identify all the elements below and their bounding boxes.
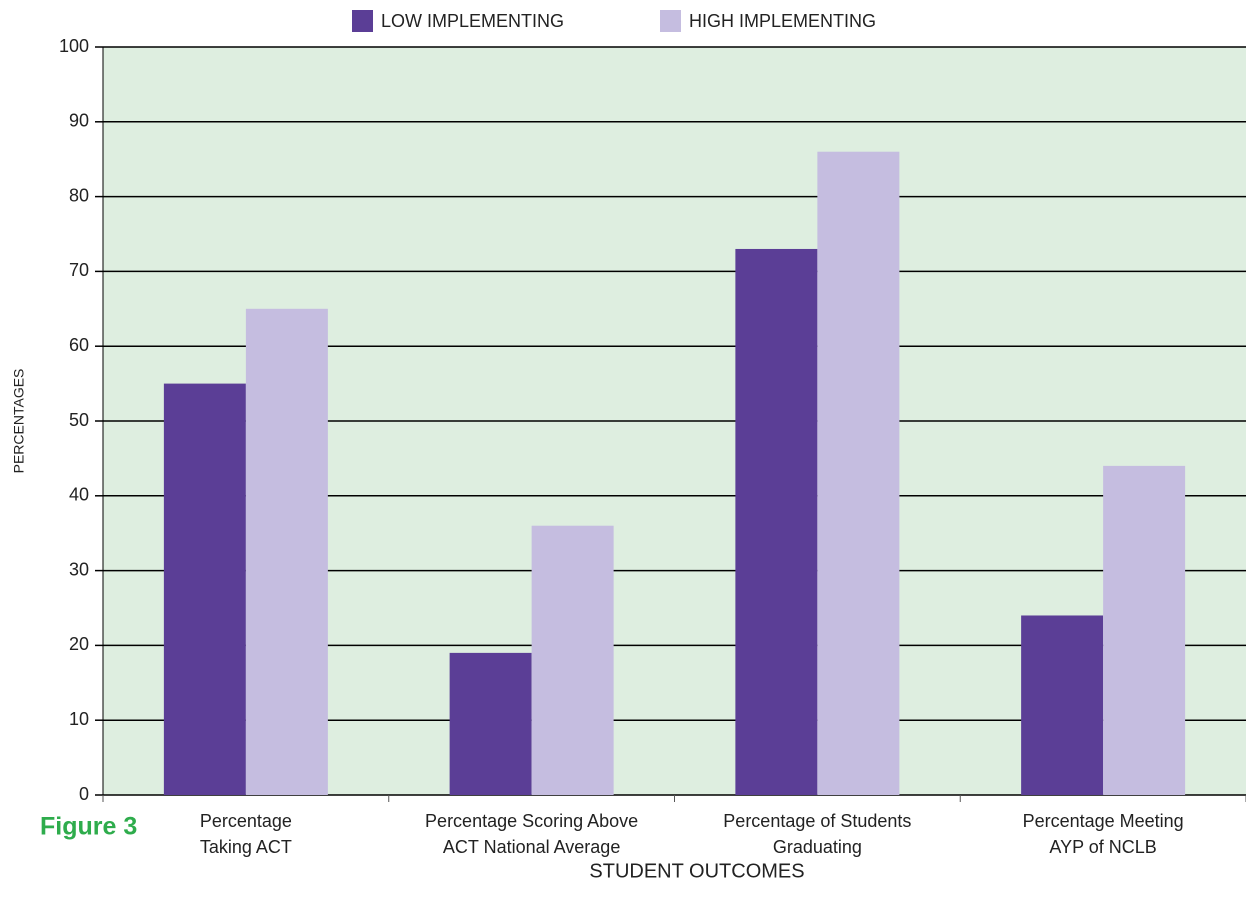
- y-tick-label: 50: [69, 410, 89, 430]
- x-tick-label: ACT National Average: [443, 837, 620, 857]
- x-axis-title: STUDENT OUTCOMES: [589, 860, 804, 882]
- bar: [449, 652, 532, 795]
- x-tick-label: Taking ACT: [200, 837, 292, 857]
- bar: [735, 248, 818, 795]
- y-tick-label: 80: [69, 185, 89, 205]
- x-tick-label: Percentage of Students: [723, 811, 911, 831]
- y-tick-label: 100: [59, 36, 89, 56]
- bar: [1021, 615, 1104, 795]
- x-tick-label: Percentage: [200, 811, 292, 831]
- y-tick-label: 70: [69, 260, 89, 280]
- y-tick-label: 10: [69, 709, 89, 729]
- figure-label: Figure 3: [40, 813, 137, 841]
- x-tick-label: AYP of NCLB: [1049, 837, 1156, 857]
- y-axis-title: PERCENTAGES: [11, 369, 27, 474]
- y-tick-label: 0: [79, 784, 89, 804]
- legend-swatch: [660, 10, 681, 32]
- legend-label: HIGH IMPLEMENTING: [689, 11, 876, 31]
- bar: [163, 383, 246, 795]
- y-tick-label: 30: [69, 559, 89, 579]
- y-tick-label: 20: [69, 634, 89, 654]
- x-tick-label: Graduating: [773, 837, 862, 857]
- bar: [531, 525, 614, 795]
- x-tick-label: Percentage Scoring Above: [425, 811, 638, 831]
- bar: [245, 308, 328, 795]
- y-tick-label: 90: [69, 111, 89, 131]
- legend-label: LOW IMPLEMENTING: [381, 11, 564, 31]
- bar: [817, 151, 900, 796]
- legend-swatch: [352, 10, 373, 32]
- bar: [1103, 465, 1186, 795]
- y-tick-label: 40: [69, 485, 89, 505]
- x-tick-label: Percentage Meeting: [1023, 811, 1184, 831]
- y-tick-label: 60: [69, 335, 89, 355]
